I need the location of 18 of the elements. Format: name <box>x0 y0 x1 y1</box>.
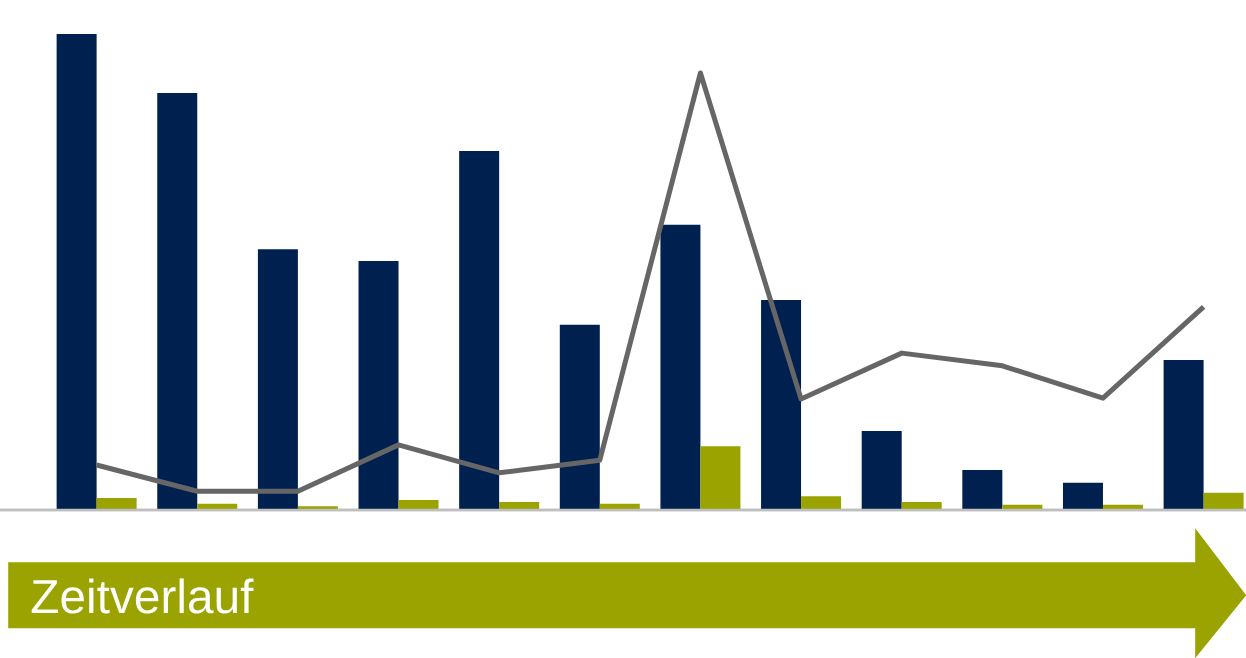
bar <box>1203 492 1244 510</box>
bar <box>157 93 198 510</box>
bar <box>559 324 600 510</box>
bar <box>459 151 500 510</box>
bar <box>1062 482 1103 510</box>
bar <box>660 224 701 510</box>
bar <box>801 496 842 510</box>
bar <box>962 470 1003 510</box>
bar <box>358 261 399 510</box>
text: Zeitverlauf <box>31 578 254 614</box>
bar <box>257 249 298 510</box>
bar <box>1163 360 1204 510</box>
bar <box>398 500 439 510</box>
bar <box>861 430 902 510</box>
bar <box>56 34 97 510</box>
bar <box>761 300 802 510</box>
bar <box>700 446 741 510</box>
bar <box>96 498 137 510</box>
